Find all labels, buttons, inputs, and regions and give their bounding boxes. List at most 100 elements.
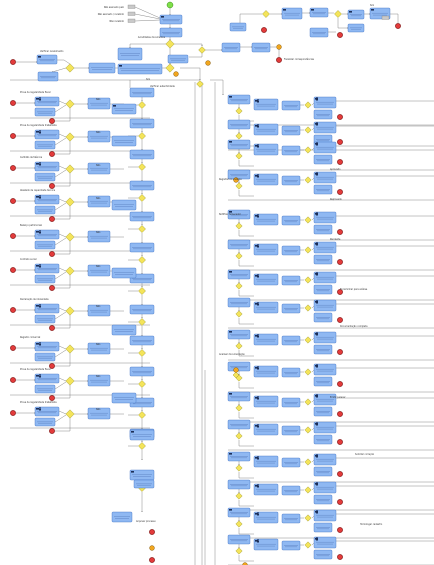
end-event[interactable] <box>337 159 343 165</box>
task-box[interactable] <box>87 304 111 317</box>
task-box[interactable] <box>313 393 337 406</box>
end-event[interactable] <box>10 377 16 383</box>
gateway-diamond[interactable] <box>334 10 342 18</box>
gateway-diamond[interactable] <box>304 101 312 109</box>
end-event[interactable] <box>49 118 55 124</box>
end-event[interactable] <box>276 57 282 63</box>
gateway-diamond[interactable] <box>65 63 75 73</box>
gateway-diamond[interactable] <box>138 194 146 202</box>
task-box[interactable] <box>87 162 111 175</box>
task-box[interactable] <box>313 271 337 284</box>
gateway-diamond[interactable] <box>65 164 75 174</box>
end-event[interactable] <box>10 233 16 239</box>
gateway-diamond[interactable] <box>235 132 243 140</box>
gateway-diamond[interactable] <box>196 80 204 88</box>
task-box[interactable] <box>313 241 337 254</box>
gateway-diamond[interactable] <box>304 514 312 522</box>
end-event[interactable] <box>10 410 16 416</box>
end-event[interactable] <box>49 183 55 189</box>
gateway-diamond[interactable] <box>235 432 243 440</box>
gateway-diamond[interactable] <box>198 46 206 54</box>
task-box[interactable] <box>253 173 279 186</box>
end-event[interactable] <box>337 114 343 120</box>
task-box[interactable] <box>253 395 279 408</box>
task-box[interactable] <box>313 509 337 522</box>
task-box[interactable] <box>313 363 337 376</box>
gateway-diamond[interactable] <box>235 182 243 190</box>
intermediate-event[interactable] <box>173 71 179 77</box>
end-event[interactable] <box>337 139 343 145</box>
task-box[interactable] <box>313 536 337 549</box>
gateway-diamond[interactable] <box>235 310 243 318</box>
gateway-diamond[interactable] <box>304 146 312 154</box>
end-event[interactable] <box>10 345 16 351</box>
gateway-diamond[interactable] <box>138 163 146 171</box>
task-box[interactable] <box>253 365 279 378</box>
gateway-diamond[interactable] <box>304 304 312 312</box>
intermediate-event[interactable] <box>276 44 282 50</box>
task-box[interactable] <box>253 423 279 436</box>
gateway-diamond[interactable] <box>138 349 146 357</box>
gateway-diamond[interactable] <box>235 404 243 412</box>
gateway-diamond[interactable] <box>65 409 75 419</box>
gateway-diamond[interactable] <box>235 492 243 500</box>
gateway-diamond[interactable] <box>304 246 312 254</box>
gateway-diamond[interactable] <box>304 368 312 376</box>
end-event[interactable] <box>10 100 16 106</box>
end-event[interactable] <box>395 23 401 29</box>
task-box[interactable] <box>281 7 303 20</box>
end-event[interactable] <box>10 267 16 273</box>
task-box[interactable] <box>253 333 279 346</box>
end-event[interactable] <box>337 439 343 445</box>
gateway-diamond[interactable] <box>235 342 243 350</box>
gateway-diamond[interactable] <box>262 10 270 18</box>
task-box[interactable] <box>313 453 337 466</box>
task-box[interactable] <box>117 47 143 61</box>
end-event[interactable] <box>337 317 343 323</box>
end-event[interactable] <box>49 325 55 331</box>
end-event[interactable] <box>337 189 343 195</box>
task-box[interactable] <box>253 301 279 314</box>
gateway-diamond[interactable] <box>235 252 243 260</box>
gateway-diamond[interactable] <box>65 344 75 354</box>
gateway-diamond[interactable] <box>138 132 146 140</box>
end-event[interactable] <box>49 151 55 157</box>
gateway-diamond[interactable] <box>304 176 312 184</box>
gateway-diamond[interactable] <box>304 276 312 284</box>
gateway-diamond[interactable] <box>138 225 146 233</box>
gateway-diamond[interactable] <box>304 216 312 224</box>
end-event[interactable] <box>337 289 343 295</box>
task-box[interactable] <box>313 121 337 134</box>
end-event[interactable] <box>337 554 343 560</box>
end-event[interactable] <box>10 59 16 65</box>
gateway-diamond[interactable] <box>235 222 243 230</box>
task-box[interactable] <box>87 195 111 208</box>
end-event[interactable] <box>49 395 55 401</box>
gateway-diamond[interactable] <box>235 520 243 528</box>
end-event[interactable] <box>337 349 343 355</box>
gateway-diamond[interactable] <box>65 197 75 207</box>
gateway-diamond[interactable] <box>138 442 146 450</box>
task-box[interactable] <box>253 123 279 136</box>
end-event[interactable] <box>149 557 155 563</box>
gateway-diamond[interactable] <box>235 107 243 115</box>
gateway-diamond[interactable] <box>304 458 312 466</box>
gateway-diamond[interactable] <box>65 132 75 142</box>
gateway-diamond[interactable] <box>235 464 243 472</box>
end-event[interactable] <box>49 285 55 291</box>
task-box[interactable] <box>253 98 279 111</box>
gateway-diamond[interactable] <box>304 426 312 434</box>
task-box[interactable] <box>87 130 111 143</box>
end-event[interactable] <box>10 133 16 139</box>
intermediate-event[interactable] <box>233 367 239 373</box>
end-event[interactable] <box>337 32 343 38</box>
gateway-diamond[interactable] <box>138 287 146 295</box>
task-box[interactable] <box>313 141 337 154</box>
task-box[interactable] <box>313 421 337 434</box>
gateway-diamond[interactable] <box>138 380 146 388</box>
end-event[interactable] <box>49 251 55 257</box>
end-event[interactable] <box>10 165 16 171</box>
gateway-diamond[interactable] <box>235 547 243 555</box>
end-event[interactable] <box>337 381 343 387</box>
task-box[interactable] <box>313 299 337 312</box>
